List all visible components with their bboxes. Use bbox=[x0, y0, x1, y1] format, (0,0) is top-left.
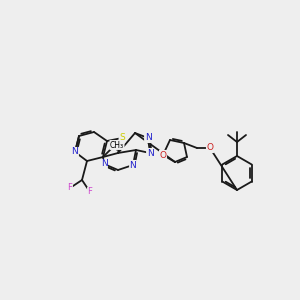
Text: N: N bbox=[145, 134, 152, 142]
Text: N: N bbox=[72, 148, 78, 157]
Text: S: S bbox=[119, 134, 125, 142]
Text: O: O bbox=[206, 143, 214, 152]
Text: F: F bbox=[68, 184, 72, 193]
Text: N: N bbox=[147, 148, 153, 158]
Text: N: N bbox=[100, 160, 107, 169]
Text: O: O bbox=[160, 151, 167, 160]
Text: CH₃: CH₃ bbox=[110, 140, 124, 149]
Text: F: F bbox=[88, 188, 92, 196]
Text: N: N bbox=[130, 160, 136, 169]
